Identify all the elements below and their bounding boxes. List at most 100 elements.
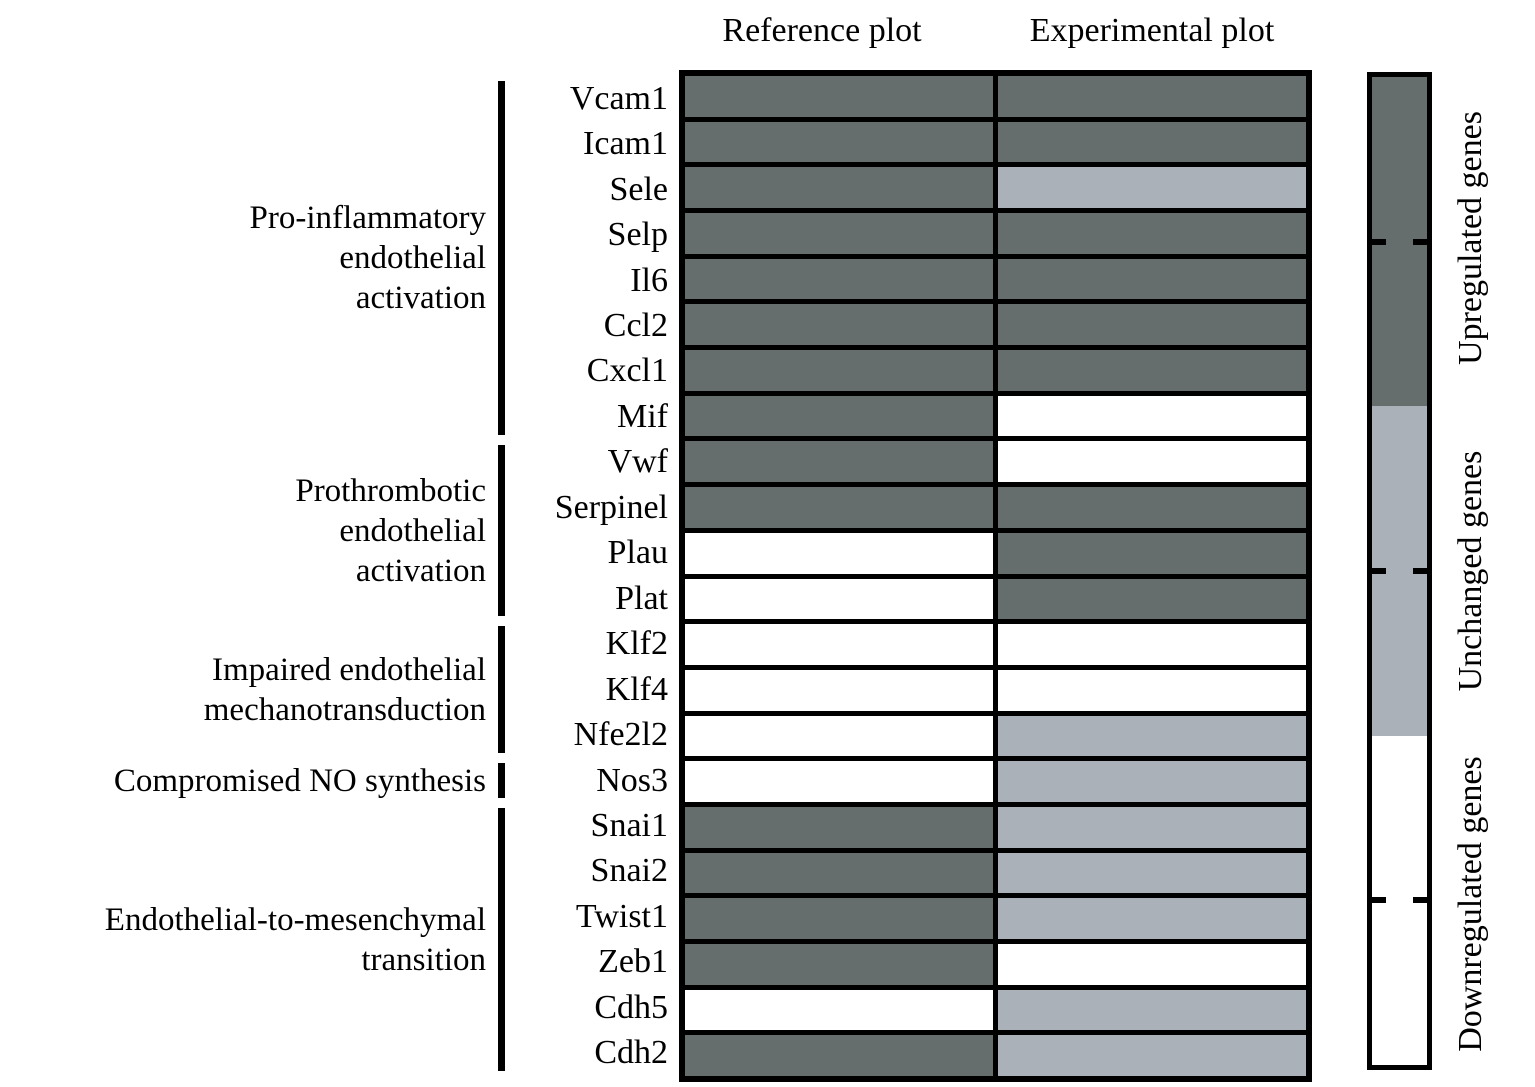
heatmap-cell-serpinel-experimental (998, 487, 1306, 528)
gene-label-klf4: Klf4 (605, 670, 668, 708)
category-label-line: mechanotransduction (203, 691, 486, 728)
gene-label-plau: Plau (607, 534, 668, 572)
heatmap-cell-plat-experimental (998, 578, 1306, 620)
heatmap-cell-icam1-reference (685, 121, 993, 163)
heatmap-cell-mif-experimental (998, 395, 1306, 437)
legend-colorbar (1367, 72, 1432, 1070)
heatmap-cell-klf4-experimental (998, 669, 1306, 711)
heatmap-cell-plau-reference (685, 532, 993, 574)
heatmap-cell-cdh5-experimental (998, 989, 1306, 1031)
heatmap-cell-icam1-experimental (998, 121, 1306, 163)
legend-label-down: Downregulated genes (1452, 755, 1489, 1052)
gene-label-sele: Sele (609, 170, 668, 208)
heatmap-cell-selp-experimental (998, 213, 1306, 254)
colorbar-segment-unchanged (1372, 406, 1427, 736)
gene-label-il6: Il6 (630, 261, 668, 299)
colorbar-segment-up (1372, 77, 1427, 407)
heatmap-cell-ccl2-reference (685, 304, 993, 346)
gene-label-serpinel: Serpinel (554, 488, 668, 526)
heatmap-cell-nos3-reference (685, 761, 993, 802)
category-label-line: endothelial (339, 239, 486, 276)
gene-label-mif: Mif (617, 397, 668, 435)
gene-label-vcam1: Vcam1 (569, 79, 668, 117)
gene-label-snai1: Snai1 (590, 806, 668, 844)
column-header-experimental: Experimental plot (1029, 12, 1275, 49)
category-bar-1 (498, 444, 505, 617)
category-label-line: transition (361, 941, 486, 978)
heatmap-cell-vwf-experimental (998, 441, 1306, 483)
gene-label-nos3: Nos3 (596, 761, 668, 799)
category-label-line: endothelial (339, 512, 486, 549)
gene-label-plat: Plat (615, 579, 668, 617)
gene-label-cxcl1: Cxcl1 (586, 352, 668, 390)
category-label-line: Prothrombotic (295, 472, 486, 509)
category-label-1: Prothrombotic endothelial activation (0, 440, 486, 622)
gene-label-snai2: Snai2 (590, 852, 668, 890)
heatmap-cell-vwf-reference (685, 441, 993, 483)
category-label-4: Endothelial-to-mesenchymal transition (0, 803, 486, 1076)
heatmap-cell-nfe2l2-experimental (998, 715, 1306, 757)
category-label-line: Impaired endothelial (212, 651, 486, 688)
colorbar-tick-right (1413, 897, 1427, 904)
heatmap-cell-klf2-experimental (998, 624, 1306, 665)
colorbar-segment-down (1372, 735, 1427, 1065)
gene-label-ccl2: Ccl2 (603, 306, 668, 344)
heatmap-cell-klf4-reference (685, 669, 993, 711)
heatmap-cell-sele-experimental (998, 167, 1306, 209)
heatmap-cell-vcam1-reference (685, 76, 993, 117)
heatmap-cell-plau-experimental (998, 532, 1306, 574)
category-label-3: Compromised NO synthesis (0, 758, 486, 803)
category-bar-3 (498, 762, 505, 799)
heatmap-cell-klf2-reference (685, 624, 993, 665)
heatmap-cell-il6-experimental (998, 258, 1306, 300)
heatmap-grid (679, 70, 1312, 1082)
heatmap-cell-sele-reference (685, 167, 993, 209)
colorbar-tick-left (1372, 238, 1386, 245)
heatmap-cell-selp-reference (685, 213, 993, 254)
colorbar-tick-left (1372, 567, 1386, 574)
heatmap-cell-zeb1-reference (685, 943, 993, 985)
category-bar-4 (498, 808, 505, 1071)
category-label-line: Pro-inflammatory (249, 199, 486, 236)
gene-label-nfe2l2: Nfe2l2 (573, 716, 668, 754)
heatmap-cell-snai2-experimental (998, 852, 1306, 894)
gene-label-zeb1: Zeb1 (598, 943, 668, 981)
gene-label-klf2: Klf2 (605, 625, 668, 663)
legend-label-up: Upregulated genes (1452, 111, 1489, 366)
category-bar-0 (498, 81, 505, 435)
gene-label-selp: Selp (607, 216, 668, 254)
heatmap-cell-cxcl1-experimental (998, 350, 1306, 391)
category-label-2: Impaired endothelial mechanotransduction (0, 621, 486, 757)
column-header-reference: Reference plot (722, 12, 922, 49)
heatmap-cell-cdh2-reference (685, 1035, 993, 1076)
heatmap-cell-snai2-reference (685, 852, 993, 894)
gene-label-cdh2: Cdh2 (594, 1034, 668, 1072)
gene-label-vwf: Vwf (607, 443, 668, 481)
colorbar-tick-right (1413, 567, 1427, 574)
heatmap-cell-ccl2-experimental (998, 304, 1306, 346)
gene-label-column: Vcam1 Icam1 Sele Selp Il6 Ccl2 Cxcl1 Mif Vwf Serp… (250, 76, 672, 1076)
heatmap-cell-cxcl1-reference (685, 350, 993, 391)
heatmap-cell-plat-reference (685, 578, 993, 620)
category-label-line: activation (355, 279, 486, 316)
heatmap-cell-il6-reference (685, 258, 993, 300)
category-label-line: Endothelial-to-mesenchymal (104, 901, 486, 938)
heatmap-cell-mif-reference (685, 395, 993, 437)
colorbar-tick-left (1372, 897, 1386, 904)
heatmap-cell-nos3-experimental (998, 761, 1306, 802)
heatmap-cell-serpinel-reference (685, 487, 993, 528)
legend-label-unchanged: Unchanged genes (1452, 450, 1489, 692)
heatmap-cell-cdh2-experimental (998, 1035, 1306, 1076)
category-label-0: Pro-inflammatory endothelial activation (0, 76, 486, 440)
heatmap-cell-snai1-reference (685, 806, 993, 848)
colorbar-tick-right (1413, 238, 1427, 245)
gene-label-twist1: Twist1 (575, 897, 668, 935)
heatmap-cell-cdh5-reference (685, 989, 993, 1031)
category-bar-2 (498, 626, 505, 753)
heatmap-cell-snai1-experimental (998, 806, 1306, 848)
heatmap-cell-vcam1-experimental (998, 76, 1306, 117)
gene-label-icam1: Icam1 (583, 125, 668, 163)
heatmap-cell-zeb1-experimental (998, 943, 1306, 985)
category-label-line: Compromised NO synthesis (113, 762, 486, 799)
